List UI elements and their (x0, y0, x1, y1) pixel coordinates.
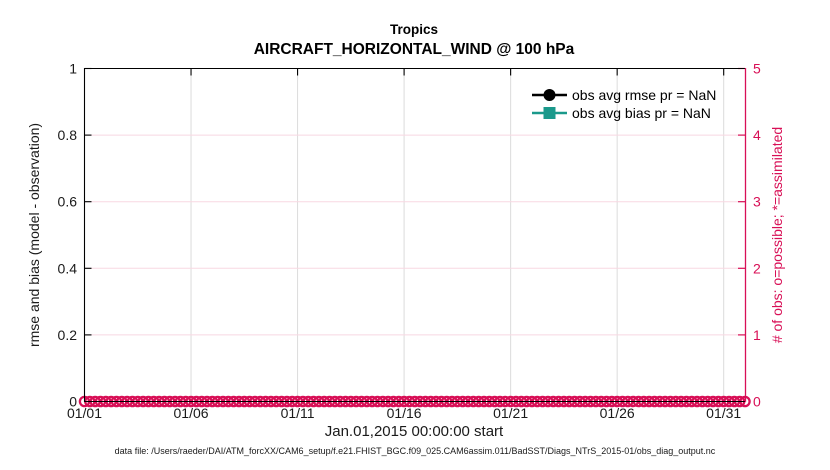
left-y-axis-label: rmse and bias (model - observation) (26, 123, 42, 347)
left-y-tick-label: 0.6 (58, 194, 78, 210)
right-y-tick-label: 5 (753, 61, 761, 77)
x-tick-label: 01/31 (706, 405, 741, 421)
left-y-tick-label: 0.8 (58, 127, 78, 143)
legend-rmse-circle-marker-icon (543, 89, 556, 101)
left-y-tick-label: 0.4 (58, 260, 78, 276)
left-y-tick-label: 1 (69, 61, 77, 77)
x-tick-label: 01/21 (493, 405, 528, 421)
axis-tick-labels: 0 0.2 0.4 0.6 0.8 1 0 1 2 3 4 5 01/01 01/06 01/11 01/16… (58, 61, 761, 422)
legend: obs avg rmse pr = NaN obs avg bias pr = … (532, 87, 716, 121)
x-tick-label: 01/26 (600, 405, 635, 421)
x-axis-label: Jan.01,2015 00:00:00 start (325, 423, 504, 440)
right-y-tick-label: 1 (753, 327, 761, 343)
right-y-axis-label: # of obs: o=possible; *=assimilated (769, 127, 785, 343)
gridlines (84, 68, 745, 402)
chart-title: Tropics (390, 22, 438, 37)
right-y-tick-label: 2 (753, 260, 761, 276)
right-y-tick-label: 3 (753, 194, 761, 210)
left-y-tick-label: 0 (69, 394, 77, 410)
data-file-path: data file: /Users/raeder/DAI/ATM_forcXX/… (115, 446, 716, 456)
right-y-tick-label: 4 (753, 127, 761, 143)
chart-subtitle: AIRCRAFT_HORIZONTAL_WIND @ 100 hPa (254, 41, 575, 58)
legend-rmse-label: obs avg rmse pr = NaN (572, 87, 716, 103)
legend-bias-label: obs avg bias pr = NaN (572, 105, 711, 121)
x-tick-label: 01/11 (281, 405, 315, 421)
x-tick-label: 01/16 (387, 405, 422, 421)
x-tick-label: 01/01 (67, 405, 102, 421)
left-y-tick-label: 0.2 (58, 327, 78, 343)
x-tick-label: 01/06 (174, 405, 209, 421)
legend-bias-square-marker-icon (543, 107, 556, 119)
right-y-tick-label: 0 (753, 394, 761, 410)
plot-frame (83, 67, 745, 403)
